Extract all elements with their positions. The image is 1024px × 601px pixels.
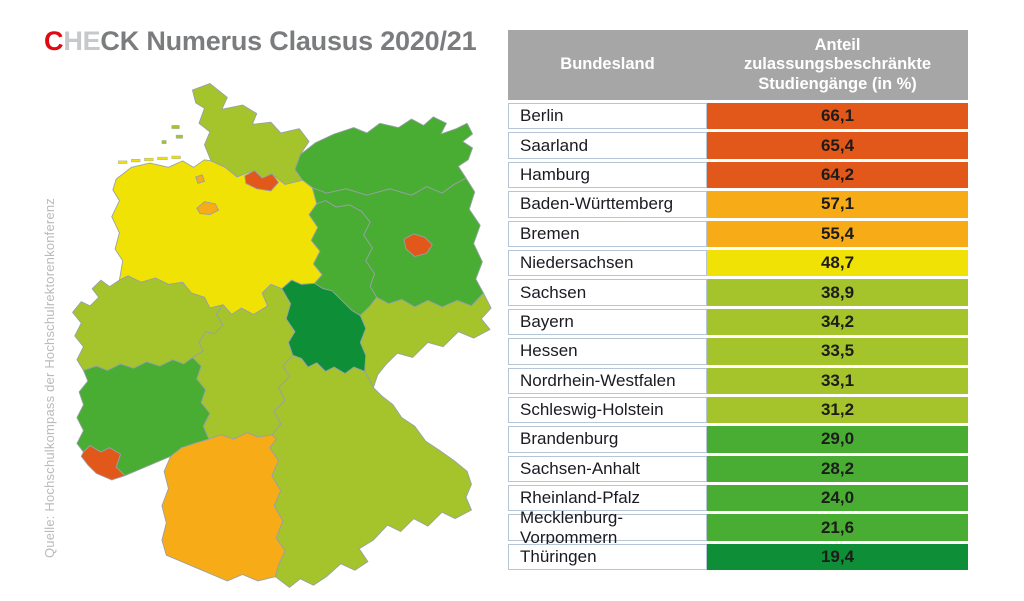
bundesland-cell: Saarland (508, 132, 707, 159)
map-state-mecklenburg-vorpommern (294, 116, 474, 196)
map-islands-north-frisian (161, 125, 183, 144)
map-state-baden-wuerttemberg (161, 432, 286, 582)
germany-choropleth-map (72, 83, 492, 588)
title-letters-ck: CK (100, 26, 140, 56)
map-state-berlin (403, 233, 433, 257)
title-rest: Numerus Clausus 2020/21 (139, 26, 477, 56)
bundesland-cell: Sachsen-Anhalt (508, 455, 707, 483)
page-title: CHECK Numerus Clausus 2020/21 (44, 26, 477, 57)
table-header-anteil: Anteil zulassungsbeschränkte Studiengäng… (743, 35, 932, 93)
bundesland-cell: Schleswig-Holstein (508, 396, 707, 424)
source-note: Quelle: Hochschulkompass der Hochschulre… (42, 197, 57, 558)
bundesland-cell: Niedersachsen (508, 249, 707, 277)
value-cell: 55,4 (707, 220, 968, 247)
map-state-sachsen (359, 292, 492, 388)
value-cell: 31,2 (707, 396, 968, 424)
map-islands-east-frisian (118, 155, 181, 164)
map-state-bremerhaven (195, 174, 205, 184)
nc-table: Bundesland Anteil zulassungsbeschränkte … (508, 30, 968, 571)
value-cell: 28,2 (707, 455, 968, 483)
map-state-bayern (269, 354, 472, 588)
value-cell: 34,2 (707, 308, 968, 336)
title-letter-c: C (44, 26, 64, 56)
value-cell: 21,6 (707, 514, 968, 541)
value-cell: 33,5 (707, 338, 968, 365)
map-state-saarland (80, 445, 126, 481)
value-cell: 64,2 (707, 161, 968, 189)
table-header-bundesland: Bundesland (560, 55, 655, 74)
bundesland-cell: Rheinland-Pfalz (508, 485, 707, 512)
value-cell: 29,0 (707, 426, 968, 453)
bundesland-cell: Hamburg (508, 161, 707, 189)
value-cell: 24,0 (707, 485, 968, 512)
bundesland-cell: Bremen (508, 220, 707, 247)
bundesland-cell: Nordrhein-Westfalen (508, 367, 707, 394)
value-cell: 65,4 (707, 132, 968, 159)
value-cell: 19,4 (707, 543, 968, 571)
table-body: Berlin 66,1 Saarland 65,4 Hamburg 64,2 Baden-W… (508, 103, 968, 571)
bundesland-cell: Thüringen (508, 543, 707, 571)
map-state-hamburg (244, 170, 279, 192)
map-state-bremen (196, 201, 220, 216)
value-cell: 38,9 (707, 279, 968, 306)
value-cell: 33,1 (707, 367, 968, 394)
bundesland-cell: Berlin (508, 103, 707, 130)
value-cell: 66,1 (707, 103, 968, 130)
bundesland-cell: Sachsen (508, 279, 707, 306)
bundesland-cell: Bayern (508, 308, 707, 336)
value-cell: 48,7 (707, 249, 968, 277)
value-cell: 57,1 (707, 191, 968, 218)
bundesland-cell: Hessen (508, 338, 707, 365)
title-letters-he: HE (63, 26, 101, 56)
bundesland-cell: Mecklenburg-Vorpommern (508, 508, 707, 547)
bundesland-cell: Brandenburg (508, 426, 707, 453)
bundesland-cell: Baden-Württemberg (508, 191, 707, 218)
table-header-row: Bundesland Anteil zulassungsbeschränkte … (508, 30, 968, 100)
